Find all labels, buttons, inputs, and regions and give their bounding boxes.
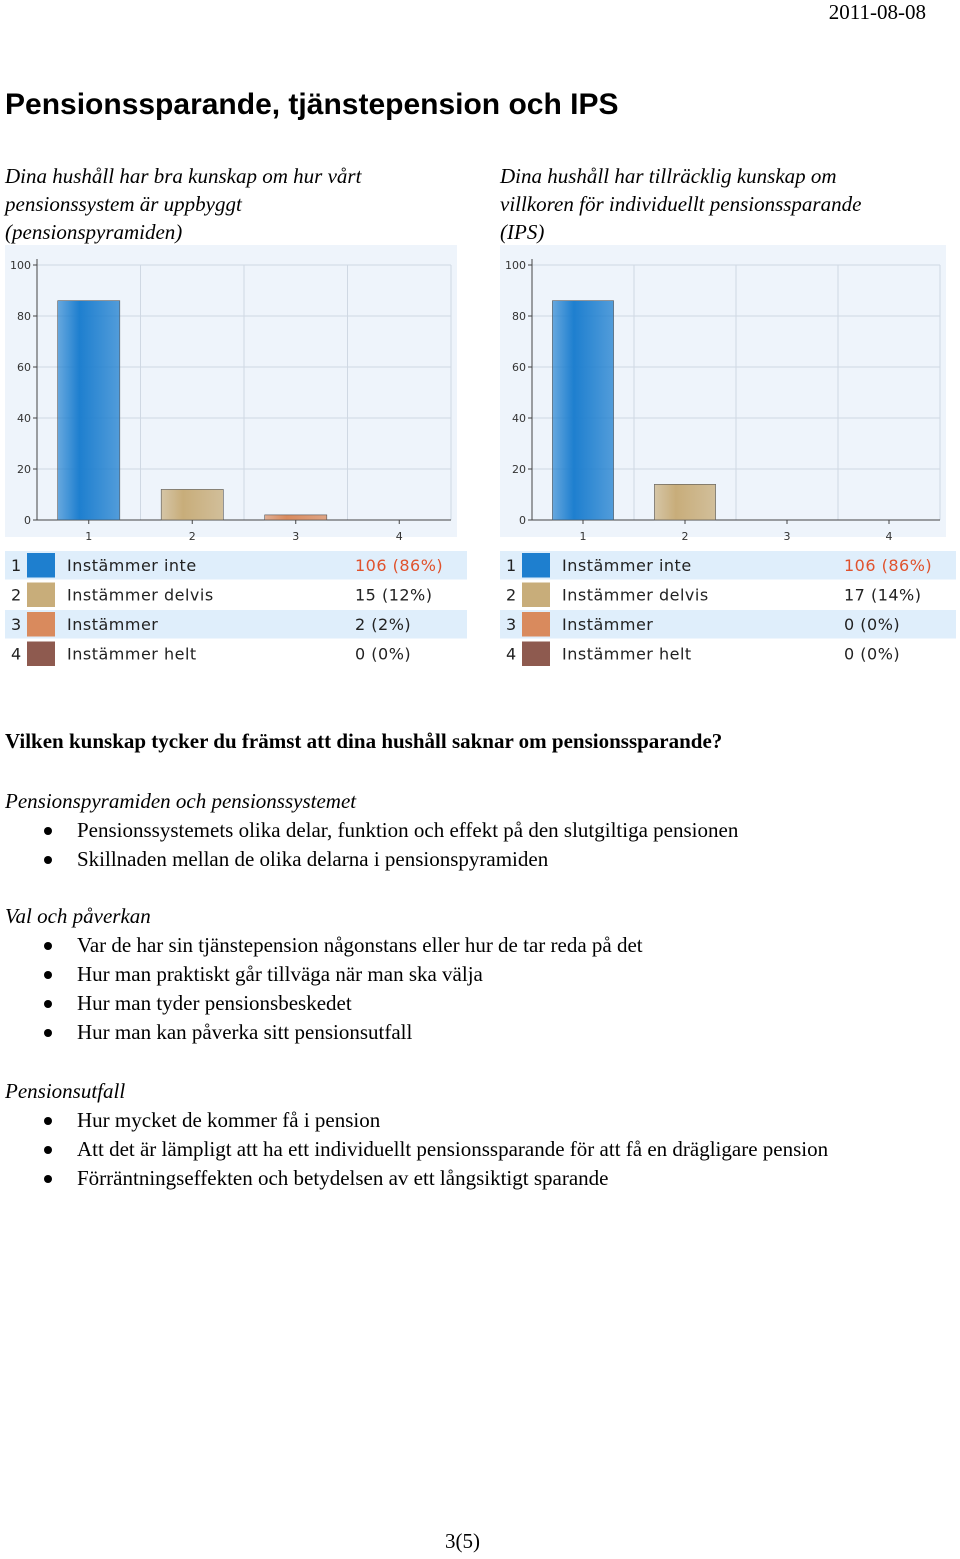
y-tick-label: 60 (17, 361, 31, 374)
x-tick-label: 3 (292, 530, 299, 543)
page-number: 3(5) (445, 1529, 480, 1553)
legend-row (5, 551, 467, 580)
section-pension-pyramid: Pensionspyramiden och pensionssystemet P… (5, 786, 905, 874)
legend-label: Instämmer helt (562, 645, 692, 664)
y-tick-label: 100 (505, 259, 526, 272)
section-heading: Pensionsutfall (5, 1079, 126, 1103)
list-item: Var de har sin tjänstepension någonstans… (5, 931, 905, 960)
legend-value: 106 (86%) (844, 556, 932, 575)
legend-number: 4 (11, 645, 21, 664)
chart-1-title-line: (pensionspyramiden) (5, 220, 183, 244)
legend-swatch (27, 553, 55, 578)
legend-label: Instämmer inte (67, 556, 197, 575)
bar-chart-knowledge-ips: 0 20 40 60 80 100 1 2 3 4 1 Instämmer inte 106 (86%)… (500, 245, 956, 668)
legend-row (500, 639, 956, 668)
legend-value: 17 (14%) (844, 586, 922, 605)
legend-swatch (27, 641, 55, 666)
legend-number: 3 (11, 615, 21, 634)
y-tick-label: 0 (519, 514, 526, 527)
legend-row (5, 639, 467, 668)
page-title: Pensionssparande, tjänstepension och IPS (5, 88, 619, 121)
legend-swatch (27, 582, 55, 607)
y-tick-label: 100 (10, 259, 31, 272)
bar (552, 300, 614, 521)
legend-value: 0 (0%) (355, 645, 411, 664)
list-item: Hur mycket de kommer få i pension (5, 1106, 885, 1135)
legend-label: Instämmer inte (562, 556, 692, 575)
list-item: Pensionssystemets olika delar, funktion … (5, 816, 905, 845)
bullet-list: Pensionssystemets olika delar, funktion … (5, 816, 905, 874)
legend-row (500, 610, 956, 639)
legend-number: 1 (11, 556, 21, 575)
legend-row (500, 551, 956, 580)
x-tick-label: 1 (580, 530, 587, 543)
list-item: Hur man praktiskt går tillväga när man s… (5, 960, 905, 989)
legend-label: Instämmer delvis (67, 586, 214, 605)
legend-number: 1 (506, 556, 516, 575)
y-tick-label: 80 (17, 310, 31, 323)
bar (264, 514, 328, 521)
legend-swatch (27, 612, 55, 637)
list-item: Att det är lämpligt att ha ett individue… (5, 1135, 885, 1164)
legend-row (5, 580, 467, 609)
y-tick-label: 20 (512, 463, 526, 476)
list-item: Skillnaden mellan de olika delarna i pen… (5, 845, 905, 874)
legend-label: Instämmer helt (67, 645, 197, 664)
bar (654, 484, 716, 521)
chart-1-title-line: pensionssystem är uppbyggt (5, 192, 242, 216)
chart-1-title: Dina hushåll har bra kunskap om hur vårt… (5, 162, 465, 246)
section-heading: Pensionspyramiden och pensionssystemet (5, 789, 357, 813)
x-tick-label: 2 (189, 530, 196, 543)
list-item: Hur man kan påverka sitt pensionsutfall (5, 1018, 905, 1047)
x-tick-label: 2 (682, 530, 689, 543)
chart-2-title-line: villkoren för individuellt pensionsspara… (500, 192, 862, 216)
document-date: 2011-08-08 (828, 0, 926, 24)
legend-label: Instämmer (562, 615, 653, 634)
legend-swatch (522, 553, 550, 578)
legend-number: 3 (506, 615, 516, 634)
chart-2-title-line: Dina hushåll har tillräcklig kunskap om (500, 164, 837, 188)
legend-value: 0 (0%) (844, 615, 900, 634)
legend-row (5, 610, 467, 639)
legend-value: 106 (86%) (355, 556, 443, 575)
legend-swatch (522, 582, 550, 607)
section-pension-outcome: Pensionsutfall Hur mycket de kommer få i… (5, 1076, 885, 1193)
legend-number: 2 (506, 586, 516, 605)
legend-value: 2 (2%) (355, 615, 411, 634)
legend-label: Instämmer (67, 615, 158, 634)
legend-number: 2 (11, 586, 21, 605)
survey-question: Vilken kunskap tycker du främst att dina… (5, 729, 723, 753)
section-heading: Val och påverkan (5, 904, 151, 928)
list-item: Hur man tyder pensionsbeskedet (5, 989, 905, 1018)
list-item: Förräntningseffekten och betydelsen av e… (5, 1164, 885, 1193)
chart-1-title-line: Dina hushåll har bra kunskap om hur vårt (5, 164, 362, 188)
chart-2-title: Dina hushåll har tillräcklig kunskap om … (500, 162, 950, 246)
legend-label: Instämmer delvis (562, 586, 709, 605)
y-tick-label: 20 (17, 463, 31, 476)
y-tick-label: 40 (17, 412, 31, 425)
legend-value: 15 (12%) (355, 586, 433, 605)
y-tick-label: 60 (512, 361, 526, 374)
bar (57, 300, 121, 521)
x-tick-label: 3 (784, 530, 791, 543)
x-tick-label: 1 (85, 530, 92, 543)
legend-number: 4 (506, 645, 516, 664)
legend-swatch (522, 612, 550, 637)
legend-row (500, 580, 956, 609)
legend-value: 0 (0%) (844, 645, 900, 664)
y-tick-label: 0 (24, 514, 31, 527)
bar (160, 489, 224, 521)
bar-chart-knowledge-pension-system: 0 20 40 60 80 100 1 2 3 4 1 Instämmer inte 106 (86%)… (5, 245, 467, 668)
bullet-list: Hur mycket de kommer få i pension Att de… (5, 1106, 885, 1193)
section-choice-influence: Val och påverkan Var de har sin tjänstep… (5, 901, 905, 1047)
x-tick-label: 4 (886, 530, 893, 543)
chart-2-title-line: (IPS) (500, 220, 545, 244)
y-tick-label: 80 (512, 310, 526, 323)
legend-swatch (522, 641, 550, 666)
x-tick-label: 4 (396, 530, 403, 543)
y-tick-label: 40 (512, 412, 526, 425)
bullet-list: Var de har sin tjänstepension någonstans… (5, 931, 905, 1047)
